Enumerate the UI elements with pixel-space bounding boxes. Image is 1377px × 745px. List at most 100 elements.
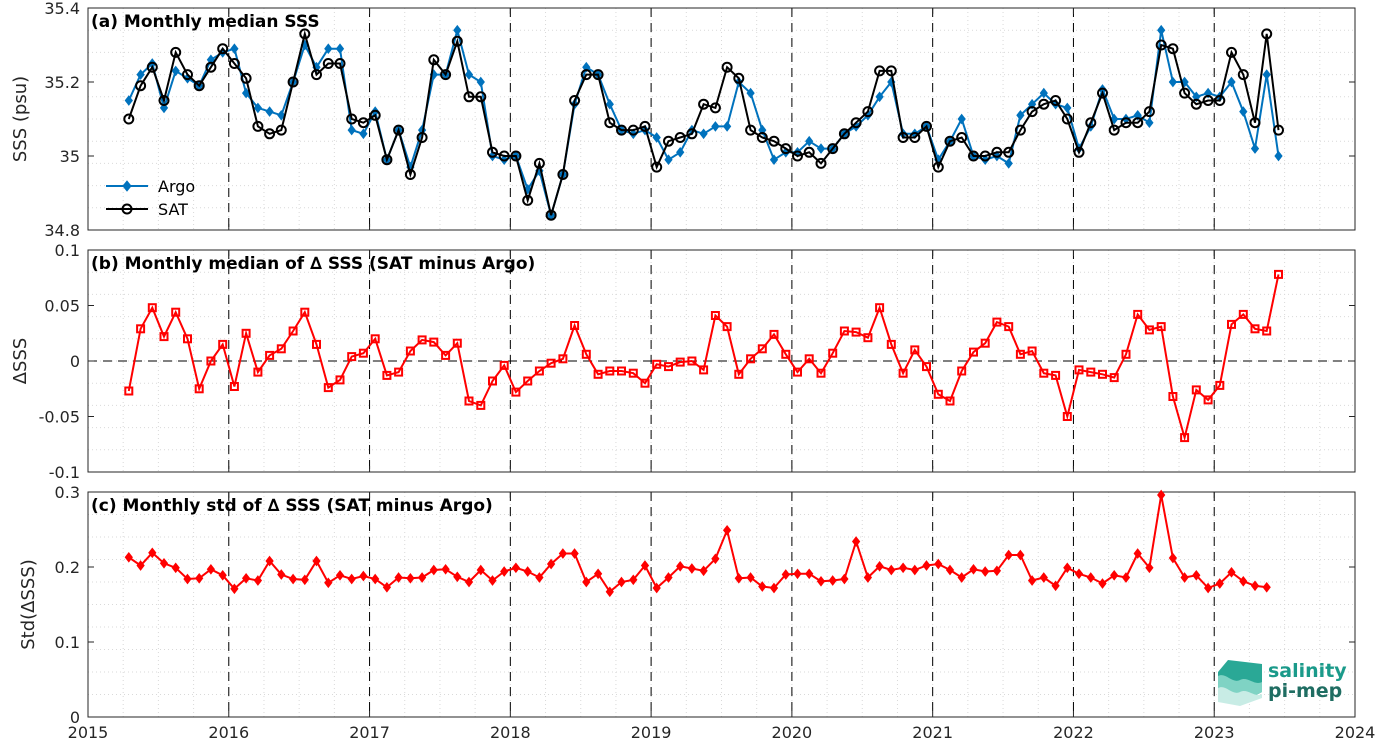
data-point: [676, 146, 685, 158]
data-point: [1121, 572, 1131, 583]
data-point: [1051, 370, 1061, 380]
data-point: [464, 576, 474, 588]
data-point: [171, 562, 180, 574]
data-point: [1039, 87, 1048, 99]
data-point: [604, 117, 616, 129]
data-point: [698, 98, 710, 110]
data-point: [675, 357, 685, 367]
x-tick-label: 2017: [349, 723, 390, 742]
data-point: [557, 169, 569, 180]
data-point: [499, 360, 509, 370]
data-point: [992, 565, 1002, 577]
legend: Argo SAT: [106, 177, 195, 219]
data-point: [570, 321, 580, 330]
salinity-pi-mep-logo-icon: [1218, 660, 1262, 706]
logo-text-pi-mep: pi-mep: [1268, 680, 1342, 702]
data-point: [1215, 380, 1225, 390]
data-point: [464, 396, 474, 406]
data-point: [451, 35, 463, 47]
data-point: [441, 350, 451, 360]
data-point: [1133, 309, 1143, 319]
legend-marker-sat: [121, 203, 133, 215]
data-point: [1273, 124, 1284, 136]
data-point: [1157, 489, 1166, 501]
panel-title: (c) Monthly std of ∆ SSS (SAT minus Argo…: [91, 496, 493, 516]
data-point: [674, 132, 686, 143]
data-point: [171, 307, 181, 317]
data-point: [711, 121, 720, 132]
series-delta: [124, 269, 1283, 443]
data-point: [324, 43, 333, 55]
panel-a: 34.8 35 35.2 35.4 SSS (psu) (a) Monthly media…: [10, 0, 1356, 240]
data-point: [1133, 548, 1142, 559]
data-point: [945, 396, 955, 406]
data-point: [322, 58, 334, 69]
x-tick-label: 2019: [631, 723, 672, 742]
data-point: [381, 154, 393, 166]
y-tick-label: -0.1: [49, 463, 80, 482]
data-point: [300, 574, 309, 586]
data-point: [393, 124, 405, 136]
data-point: [277, 569, 286, 580]
panel-c: 0 0.1 0.2 0.3 2015 2016 2017 2018 2019 2020 2021 20…: [18, 483, 1375, 742]
data-point: [979, 150, 991, 162]
data-point: [805, 568, 814, 580]
data-point: [617, 576, 626, 588]
data-point: [193, 80, 205, 92]
data-point: [1227, 319, 1236, 329]
data-point: [664, 572, 673, 583]
data-point: [875, 91, 884, 103]
data-point: [793, 568, 802, 580]
data-point: [1062, 412, 1072, 421]
data-point: [969, 347, 978, 357]
data-point: [957, 572, 966, 583]
data-point: [523, 566, 532, 577]
data-point: [816, 143, 826, 154]
data-point: [956, 132, 968, 143]
data-point: [171, 65, 180, 77]
data-point: [464, 69, 474, 80]
data-point: [769, 329, 779, 339]
data-point: [136, 560, 145, 571]
data-point: [394, 572, 403, 583]
data-point: [570, 548, 579, 559]
data-point: [1027, 575, 1037, 586]
data-point: [369, 109, 381, 121]
data-point: [487, 146, 498, 158]
data-point: [1145, 117, 1154, 129]
y-tick-label: 0.3: [55, 483, 80, 502]
data-point: [699, 365, 709, 375]
data-point: [265, 350, 275, 360]
x-tick-label: 2021: [912, 723, 953, 742]
data-point: [195, 572, 204, 584]
data-point: [371, 573, 380, 585]
data-point: [406, 572, 415, 584]
data-point: [148, 547, 157, 559]
data-point: [229, 382, 239, 391]
data-point: [1038, 98, 1050, 110]
x-tick-label: 2020: [772, 723, 813, 742]
data-point: [1086, 367, 1096, 377]
data-point: [628, 368, 638, 378]
data-point: [922, 362, 931, 372]
data-point: [617, 366, 626, 376]
y-axis-label: SSS (psu): [10, 76, 31, 162]
x-tick-label: 2023: [1194, 723, 1235, 742]
series-line: [127, 26, 1280, 219]
data-point: [886, 339, 896, 349]
data-point: [159, 332, 169, 342]
data-point: [441, 563, 450, 575]
data-point: [253, 367, 263, 377]
x-tick-label: 2024: [1335, 723, 1376, 742]
data-point: [664, 154, 673, 166]
data-point: [370, 334, 380, 344]
data-point: [733, 72, 745, 84]
data-point: [324, 577, 333, 589]
data-point: [1063, 102, 1072, 114]
data-point: [721, 61, 733, 73]
data-point: [580, 69, 592, 81]
data-point: [652, 359, 662, 369]
data-point: [1261, 28, 1273, 40]
data-point: [182, 69, 193, 81]
